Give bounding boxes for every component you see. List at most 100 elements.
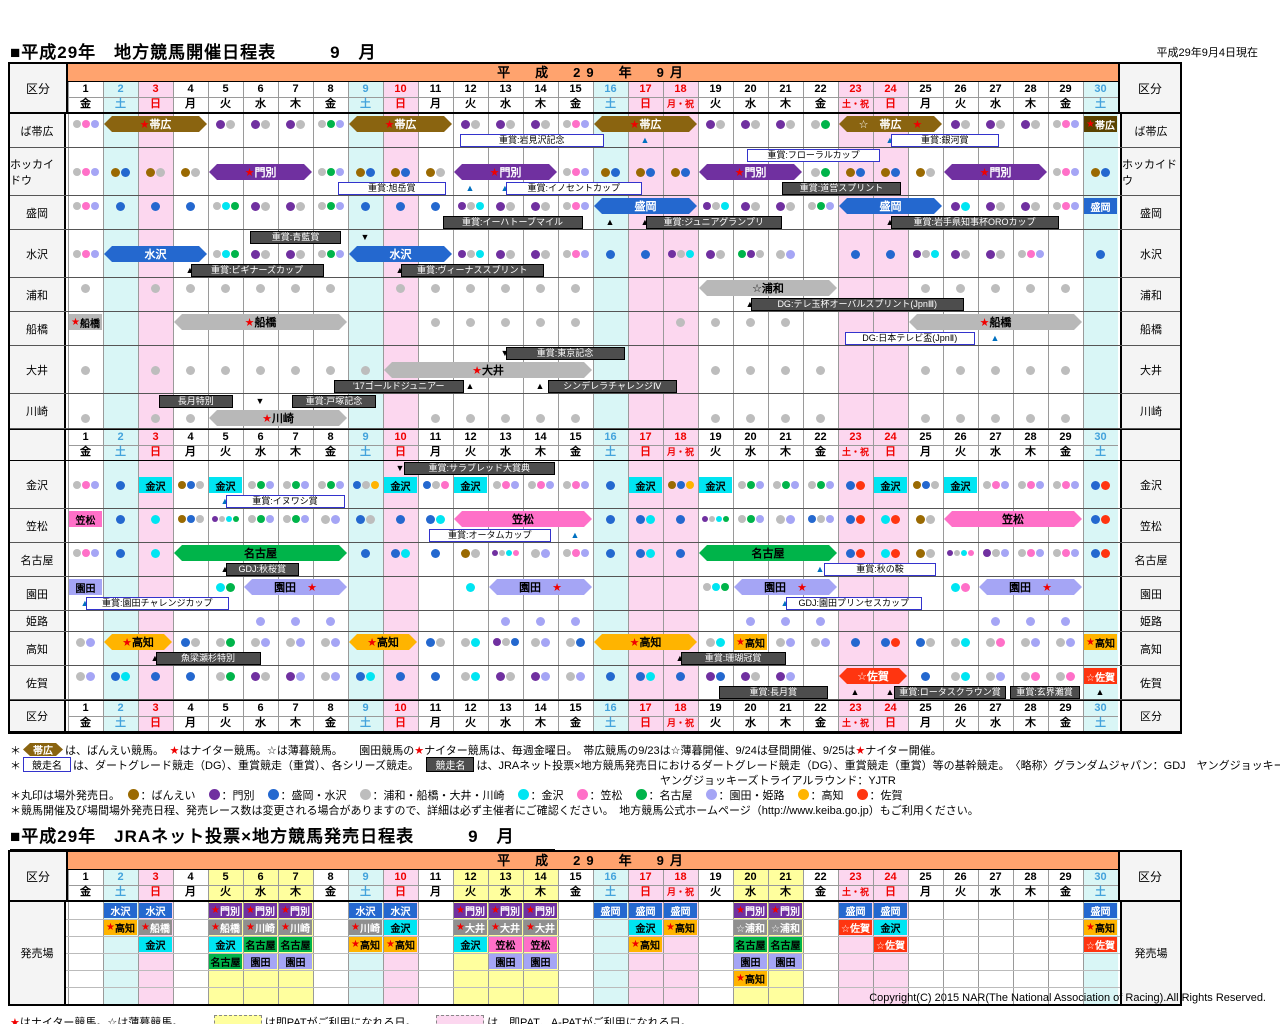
day-column: [313, 509, 348, 542]
race-meeting-bar: 笠松: [944, 511, 1082, 527]
race-annotation: GDJ:秋桜賞: [225, 563, 299, 576]
sale-dot: [1056, 671, 1065, 681]
race-meeting-bar: ★ 高知: [1084, 634, 1117, 650]
offtrack-sale-dots: [138, 409, 173, 427]
day-number: 10: [383, 870, 418, 886]
offtrack-sale-dots: [488, 313, 523, 331]
day-column: [628, 312, 663, 345]
offtrack-sale-dots: [523, 544, 558, 562]
sales-chip-金沢: 金沢: [454, 937, 487, 952]
banei-chip: 帯広: [23, 743, 63, 756]
day-column: [68, 666, 103, 699]
race-meeting-bar: ★ 門別: [944, 164, 1047, 180]
venue-label: 水沢: [10, 230, 66, 277]
race-day-marker: ▲: [535, 381, 545, 391]
sale-dot: [681, 167, 690, 177]
day-weekday: 火: [710, 446, 721, 458]
day-number: 3: [138, 430, 173, 446]
sale-dot: [571, 616, 580, 626]
sales-chip-金沢: 金沢: [384, 920, 417, 935]
sales-chip-門別: ★ 門別: [244, 903, 277, 918]
offtrack-sale-dots: [908, 544, 943, 562]
race-annotation: 重賞:園田チャレンジカップ: [85, 597, 229, 610]
sale-dot: [81, 168, 90, 176]
sale-dot: [221, 365, 230, 375]
sale-dot: [401, 548, 410, 558]
offtrack-sale-dots: [138, 197, 173, 215]
sales-chip-金沢: 金沢: [139, 937, 172, 952]
day-number: 14: [523, 701, 558, 717]
sales-chip-門別: ★ 門別: [454, 903, 487, 918]
day-number: 18: [663, 701, 698, 717]
legend-text: は、JRAネット投票×地方競馬発売日におけるダートグレード競走（DG）、重賞競走…: [476, 759, 1280, 772]
sale-dot: [891, 637, 900, 647]
offtrack-sale-dots: [908, 279, 943, 297]
sale-dot: [81, 481, 90, 489]
sale-dot: [81, 365, 90, 375]
sale-dot: [916, 514, 925, 524]
day-weekday: 火: [220, 886, 231, 898]
day-column: [243, 114, 278, 147]
day-column: [908, 632, 943, 665]
offtrack-sale-dots: [523, 313, 558, 331]
sale-dot: [256, 283, 265, 293]
day-number: 18: [663, 430, 698, 446]
venue-row-morioka: 盛岡盛岡盛岡▲重賞:イーハトーブマイル▲重賞:ジュニアグランプリ▲重賞:岩手県知…: [10, 196, 1180, 230]
legend-text: ：門別: [221, 789, 266, 802]
sale-dot: [321, 514, 330, 524]
offtrack-sale-dots: [838, 544, 873, 562]
sale-dot: [676, 481, 685, 489]
day-number: 27: [978, 701, 1013, 717]
sale-dot: [326, 616, 335, 626]
sale-dot: [186, 365, 195, 375]
race-meeting-bar: 園田 ★: [489, 579, 592, 595]
race-meeting-bar: 盛岡: [839, 198, 942, 214]
offtrack-sale-dots: [838, 163, 873, 181]
sale-dot: [1070, 120, 1079, 128]
sale-dot: [326, 120, 335, 128]
sale-dot: [461, 637, 470, 647]
day-column: [1013, 114, 1048, 147]
sale-dot: [116, 548, 125, 558]
offtrack-sale-dots: [838, 476, 873, 494]
sale-dot: [881, 548, 890, 558]
sales-chip-盛岡: 盛岡: [629, 903, 662, 918]
sale-dot: [737, 250, 746, 258]
pat-color-swatch: [436, 1014, 485, 1024]
sale-dot: [422, 481, 431, 489]
race-day-marker: ▼: [360, 232, 370, 242]
offtrack-sale-dots: [68, 279, 103, 297]
race-annotation: 重賞:旭岳賞: [337, 182, 446, 195]
sale-dot: [156, 167, 165, 177]
sales-chip-門別: ★ 門別: [769, 903, 802, 918]
race-meeting-bar: 園田 ★: [244, 579, 347, 595]
sale-dot: [221, 250, 230, 258]
day-weekday: 月: [920, 446, 931, 458]
sale-dot: [1052, 168, 1061, 176]
sale-dot: [982, 549, 991, 557]
offtrack-sale-dots: [173, 510, 208, 528]
sale-dot: [580, 250, 589, 258]
day-column: [978, 543, 1013, 576]
sales-label-right: 発売場: [1120, 902, 1180, 1004]
offtrack-sale-dots: [733, 667, 768, 685]
sale-dot: [1026, 549, 1035, 557]
sale-dot: [991, 616, 1000, 626]
sale-dot: [807, 481, 816, 489]
venue-row-mizusawa: 水沢水沢▼重賞:青藍賞▲重賞:ビギナーズカップ▲重賞:ヴィーナススプリント水沢水…: [10, 230, 1180, 278]
sale-dot: [431, 283, 440, 293]
sale-dot: [1017, 481, 1026, 489]
day-column: [453, 611, 488, 631]
offtrack-sale-dots: [68, 163, 103, 181]
sale-dot: [807, 515, 816, 523]
day-column: [278, 666, 313, 699]
offtrack-sale-dots: [978, 361, 1013, 379]
legend-text: は、ダートグレード競走（DG）、重賞競走（重賞）、各シリーズ競走。: [73, 759, 425, 772]
offtrack-sale-dots: [173, 361, 208, 379]
sale-dot: [856, 167, 865, 177]
as-of-date: 平成29年9月4日現在: [1156, 47, 1258, 59]
race-day-marker: ▲: [886, 134, 895, 147]
day-number: 24: [873, 701, 908, 717]
day-weekday: 水: [255, 717, 266, 729]
